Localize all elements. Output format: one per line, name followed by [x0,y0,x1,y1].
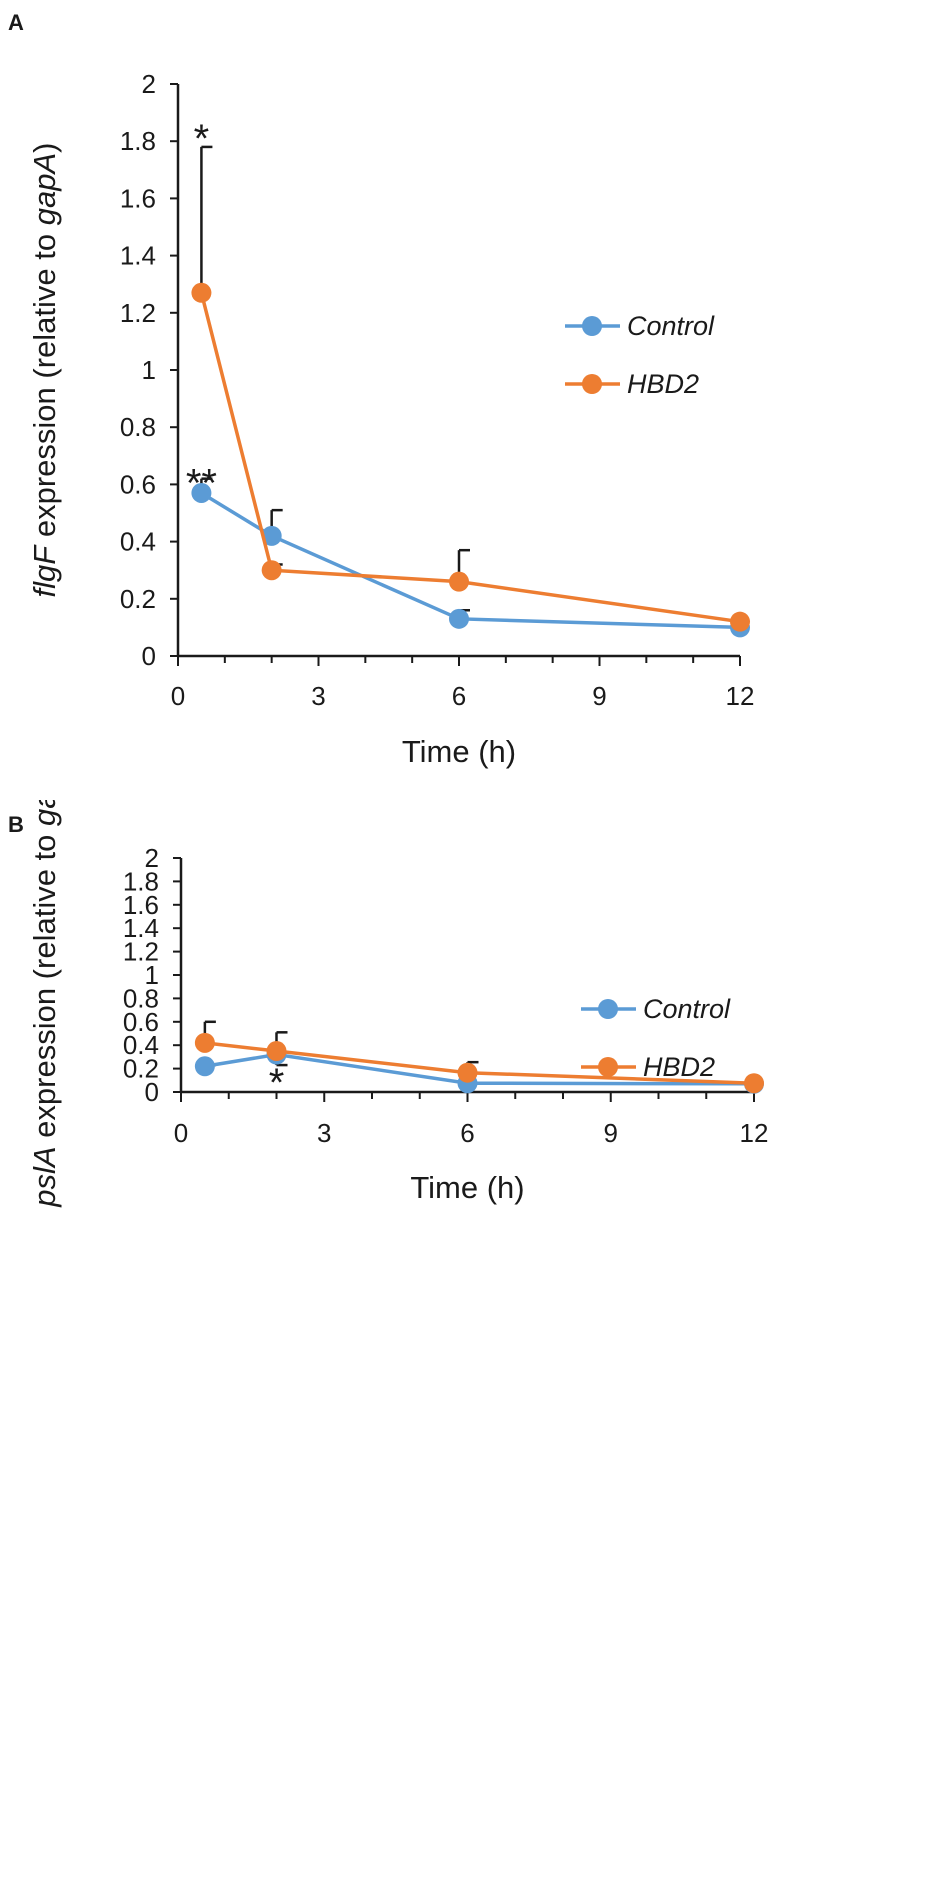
x-tick-label: 3 [311,681,325,711]
x-tick-label: 3 [317,1118,331,1148]
significance-marker: * [269,1061,285,1105]
y-tick-label: 0.8 [123,983,159,1013]
y-tick-label: 0 [142,641,156,671]
y-tick-label: 1 [145,960,159,990]
legend-marker [598,999,618,1019]
data-point-control [261,525,282,546]
panel-label: A [8,10,24,35]
legend-marker [582,374,602,394]
y-tick-label: 1.8 [120,126,156,156]
y-tick-label: 1.6 [120,183,156,213]
data-point-hbd2 [261,560,282,581]
y-tick-label: 0 [145,1077,159,1107]
data-point-control [191,482,212,503]
data-point-hbd2 [191,282,212,303]
legend-label: HBD2 [643,1052,715,1082]
x-tick-label: 9 [604,1118,618,1148]
y-axis-title-ref: gapA [27,800,62,826]
legend-label: Control [643,994,731,1024]
legend-marker [582,316,602,336]
y-tick-label: 0.2 [120,584,156,614]
y-tick-label: 1 [142,355,156,385]
x-tick-label: 12 [740,1118,769,1148]
y-tick-label: 1.4 [123,913,159,943]
x-axis-title: Time (h) [402,734,516,769]
data-point-hbd2 [730,611,750,632]
series-line-control [200,491,741,630]
y-tick-label: 1.2 [123,937,159,967]
x-tick-label: 0 [174,1118,188,1148]
data-point-hbd2 [457,1062,478,1083]
x-tick-label: 12 [726,681,755,711]
y-axis-title-end: ) [27,143,62,153]
legend-marker [598,1057,618,1077]
x-tick-label: 6 [452,681,466,711]
y-axis-title-ref: gapA [27,153,62,225]
y-tick-label: 1.6 [123,890,159,920]
y-tick-label: 1.8 [123,866,159,896]
y-tick-label: 0.6 [123,1007,159,1037]
y-tick-label: 1.2 [120,298,156,328]
data-point-hbd2 [744,1073,764,1094]
series-line-hbd2 [199,292,741,624]
significance-marker: ** [186,461,217,505]
y-axis-title-text: expression (relative to [27,826,62,1146]
data-point-hbd2 [449,571,469,592]
data-point-hbd2 [266,1041,287,1062]
series-line-control [204,1052,755,1086]
x-axis-title: Time (h) [410,1170,524,1205]
y-tick-label: 1.4 [120,241,156,271]
y-tick-label: 0.6 [120,469,156,499]
y-tick-label: 0.4 [123,1030,159,1060]
data-point-hbd2 [194,1032,215,1053]
significance-marker: * [194,117,210,161]
y-axis-title-gene: flgF [27,544,62,598]
x-tick-label: 9 [592,681,606,711]
x-tick-label: 6 [460,1118,474,1148]
y-axis-title-gene: pslA [27,1146,62,1207]
legend-label: HBD2 [627,369,699,399]
y-tick-label: 2 [142,69,156,99]
panel-label: B [8,812,24,837]
x-tick-label: 0 [171,681,185,711]
data-point-control [194,1056,215,1077]
y-axis-title-text: expression (relative to [27,225,62,545]
series-line-hbd2 [204,1041,755,1085]
y-tick-label: 0.8 [120,412,156,442]
y-axis-title: flgF expression (relative to gapA) [27,143,62,598]
legend-label: Control [627,311,715,341]
y-axis-title: pslA expression (relative to gapA) [27,800,62,1208]
chart-panel-a: A 0 0.2 0.4 0.6 0.8 1 1.2 1.4 1.6 1.8 2 0 3 6 9 12 Time (… [8,10,755,769]
y-tick-label: 0.4 [120,527,156,557]
y-tick-label: 2 [145,843,159,873]
data-point-control [449,608,469,629]
y-tick-label: 0.2 [123,1054,159,1084]
